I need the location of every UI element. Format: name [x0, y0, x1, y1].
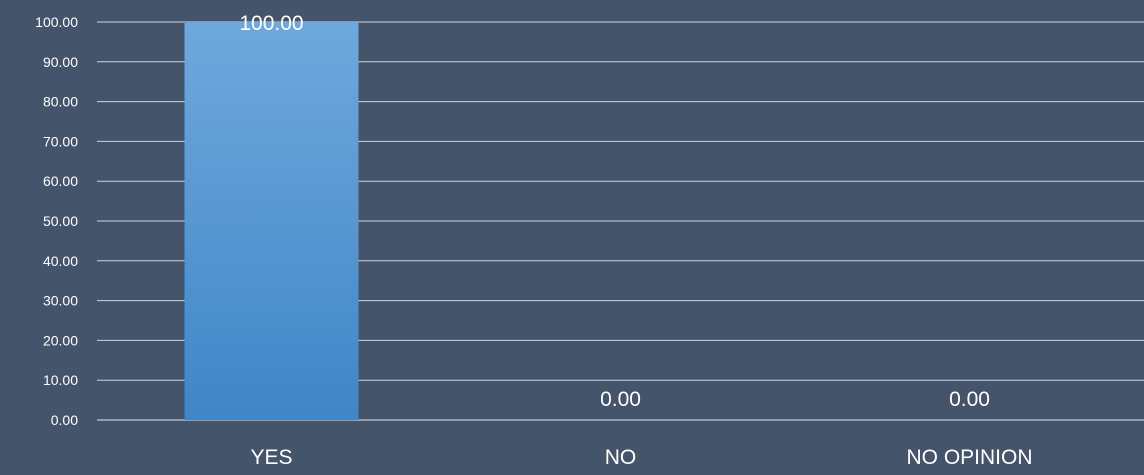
y-tick-label: 60.00 [43, 173, 78, 189]
y-tick-label: 10.00 [43, 372, 78, 388]
y-tick-label: 0.00 [51, 412, 78, 428]
y-tick-label: 40.00 [43, 253, 78, 269]
bars [184, 22, 359, 420]
category-label: YES [250, 446, 292, 469]
category-label: NO OPINION [906, 446, 1032, 469]
y-tick-label: 20.00 [43, 332, 78, 348]
data-label: 100.00 [239, 12, 303, 35]
y-tick-label: 70.00 [43, 133, 78, 149]
bar-yes [184, 22, 359, 420]
y-tick-label: 50.00 [43, 213, 78, 229]
category-label: NO [605, 446, 637, 469]
y-axis-ticks: 0.00 10.00 20.00 30.00 40.00 50.00 60.00 70.00 8… [35, 14, 78, 428]
data-label: 0.00 [600, 388, 641, 411]
x-axis-categories: YES NO NO OPINION [250, 446, 1032, 469]
y-tick-label: 100.00 [35, 14, 78, 30]
y-tick-label: 90.00 [43, 54, 78, 70]
y-tick-label: 30.00 [43, 293, 78, 309]
data-label: 0.00 [949, 388, 990, 411]
y-tick-label: 80.00 [43, 94, 78, 110]
data-labels: 100.00 0.00 0.00 [239, 12, 990, 411]
